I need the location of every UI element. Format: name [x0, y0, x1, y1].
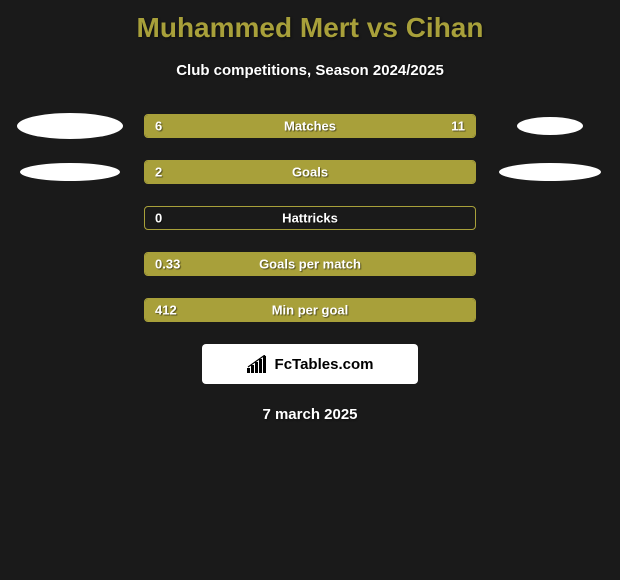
- ellipse-right: [499, 163, 601, 181]
- stat-bar: 412 Min per goal: [144, 298, 476, 322]
- stat-label: Goals per match: [259, 257, 361, 272]
- stat-bar: 2 Goals: [144, 160, 476, 184]
- bars-icon: [247, 355, 269, 373]
- bar-fill-left: [145, 115, 261, 137]
- stat-left-value: 2: [155, 165, 162, 180]
- stat-bar: 0.33 Goals per match: [144, 252, 476, 276]
- right-ellipse-area: [488, 163, 612, 181]
- right-ellipse-area: [488, 117, 612, 135]
- ellipse-right: [517, 117, 583, 135]
- stat-row-min-per-goal: 412 Min per goal: [8, 298, 612, 322]
- left-ellipse-area: [8, 113, 132, 139]
- comparison-title: Muhammed Mert vs Cihan: [0, 0, 620, 44]
- stat-label: Min per goal: [272, 303, 349, 318]
- stat-row-hattricks: 0 Hattricks: [8, 206, 612, 230]
- comparison-subtitle: Club competitions, Season 2024/2025: [0, 62, 620, 79]
- logo-text: FcTables.com: [275, 356, 374, 373]
- stat-row-goals-per-match: 0.33 Goals per match: [8, 252, 612, 276]
- stat-right-value: 11: [451, 119, 465, 134]
- stat-label: Hattricks: [282, 211, 338, 226]
- stat-bar: 6 11 Matches: [144, 114, 476, 138]
- stat-row-goals: 2 Goals: [8, 160, 612, 184]
- stat-row-matches: 6 11 Matches: [8, 114, 612, 138]
- stat-label: Goals: [292, 165, 328, 180]
- stat-bar: 0 Hattricks: [144, 206, 476, 230]
- left-ellipse-area: [8, 163, 132, 181]
- ellipse-left: [17, 113, 123, 139]
- date-text: 7 march 2025: [0, 406, 620, 423]
- stats-container: 6 11 Matches 2 Goals 0 Hattricks 0.33 Goals per …: [0, 114, 620, 322]
- stat-left-value: 6: [155, 119, 162, 134]
- ellipse-left: [20, 163, 120, 181]
- stat-label: Matches: [284, 119, 336, 134]
- stat-left-value: 412: [155, 303, 177, 318]
- fctables-logo: FcTables.com: [202, 344, 418, 384]
- stat-left-value: 0: [155, 211, 162, 226]
- stat-left-value: 0.33: [155, 257, 180, 272]
